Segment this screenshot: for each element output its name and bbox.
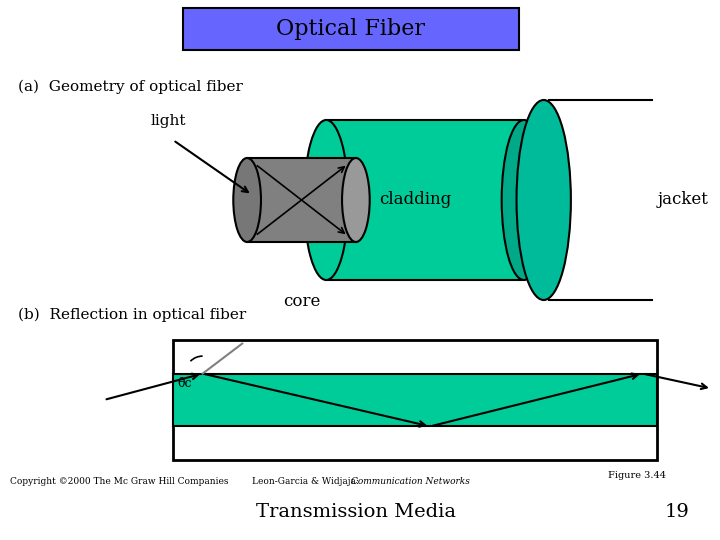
Text: θc: θc [178,377,192,390]
Text: jacket: jacket [657,192,708,208]
Bar [247,158,356,242]
Bar [183,8,519,50]
Text: light: light [150,114,186,128]
Ellipse shape [516,100,571,300]
Ellipse shape [502,120,546,280]
Bar [326,120,524,280]
Ellipse shape [342,158,369,242]
Bar [173,374,657,427]
Text: 19: 19 [665,503,690,521]
Text: Figure 3.44: Figure 3.44 [608,470,666,480]
Text: cladding: cladding [379,192,451,208]
Text: Communication Networks: Communication Networks [351,477,470,487]
Text: Transmission Media: Transmission Media [256,503,456,521]
Ellipse shape [304,120,348,280]
Text: (a)  Geometry of optical fiber: (a) Geometry of optical fiber [18,80,243,94]
Text: Leon-Garcia & Widjaja:: Leon-Garcia & Widjaja: [252,477,365,487]
Bar [173,340,657,460]
Text: (b)  Reflection in optical fiber: (b) Reflection in optical fiber [18,308,246,322]
Text: Copyright ©2000 The Mc Graw Hill Companies: Copyright ©2000 The Mc Graw Hill Compani… [10,477,228,487]
Ellipse shape [233,158,261,242]
Text: core: core [283,294,320,310]
Text: Optical Fiber: Optical Fiber [276,18,426,40]
